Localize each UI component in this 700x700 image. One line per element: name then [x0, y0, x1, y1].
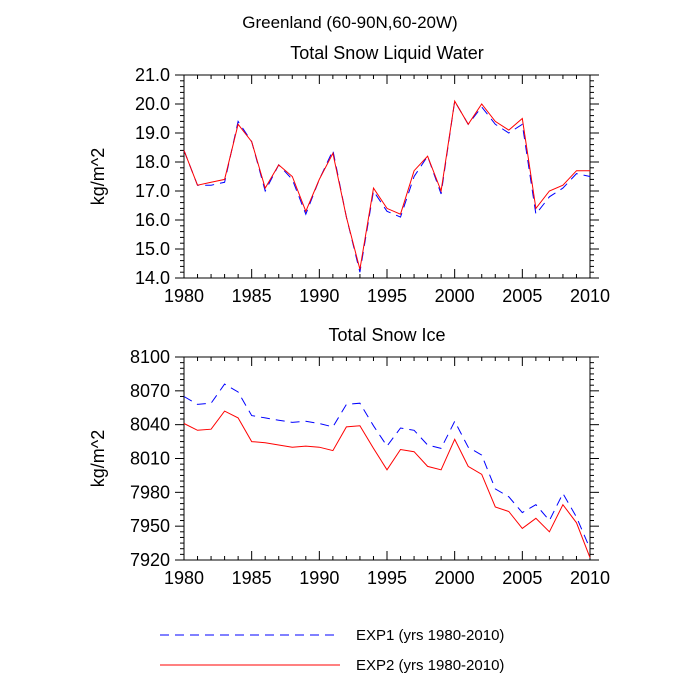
x-tick-label: 1985	[232, 568, 272, 588]
y-tick-label: 8010	[130, 449, 170, 469]
chart-title: Total Snow Liquid Water	[290, 43, 483, 63]
legend-label-exp1: EXP1 (yrs 1980-2010)	[356, 627, 504, 644]
y-tick-label: 8100	[130, 347, 170, 367]
y-tick-label: 8040	[130, 415, 170, 435]
y-tick-label: 17.0	[135, 181, 170, 201]
y-tick-label: 7980	[130, 482, 170, 502]
y-tick-label: 15.0	[135, 239, 170, 259]
plot-frame	[183, 356, 591, 561]
y-tick-label: 18.0	[135, 152, 170, 172]
y-axis-label: kg/m^2	[88, 430, 108, 487]
series-line-exp1	[183, 383, 591, 549]
x-tick-label: 1995	[367, 286, 407, 306]
y-tick-label: 19.0	[135, 123, 170, 143]
y-tick-label: 20.0	[135, 94, 170, 114]
series-line-exp2	[183, 99, 590, 270]
chart-title: Total Snow Ice	[328, 325, 445, 345]
legend: EXP1 (yrs 1980-2010) EXP2 (yrs 1980-2010…	[160, 627, 504, 674]
x-tick-label: 2005	[502, 568, 542, 588]
x-tick-label: 2005	[502, 286, 542, 306]
y-tick-label: 16.0	[135, 210, 170, 230]
x-tick-label: 1980	[164, 286, 204, 306]
series-line-exp1	[183, 99, 591, 273]
x-tick-label: 1995	[367, 568, 407, 588]
y-axis-label: kg/m^2	[88, 148, 108, 205]
x-tick-label: 1990	[299, 286, 339, 306]
panel-total-snow-ice: Total Snow Ice kg/m^2 1980 1985 1990 1995 20…	[88, 325, 610, 588]
y-tick-label: 14.0	[135, 268, 170, 288]
y-tick-label: 21.0	[135, 65, 170, 85]
x-tick-label: 1985	[232, 286, 272, 306]
plot-frame	[183, 74, 591, 279]
x-tick-label: 2010	[570, 568, 610, 588]
x-tick-label: 1980	[164, 568, 204, 588]
x-tick-label: 2010	[570, 286, 610, 306]
x-tick-label: 1990	[299, 568, 339, 588]
series-line-exp2	[183, 410, 591, 558]
x-tick-label: 2000	[435, 568, 475, 588]
y-tick-label: 7950	[130, 516, 170, 536]
figure-title: Greenland (60-90N,60-20W)	[242, 13, 457, 32]
x-tick-label: 2000	[435, 286, 475, 306]
legend-label-exp2: EXP2 (yrs 1980-2010)	[356, 657, 504, 674]
panel-total-snow-liquid-water: Total Snow Liquid Water kg/m^2 1980 1985 1…	[88, 43, 610, 306]
y-tick-label: 8070	[130, 381, 170, 401]
y-tick-label: 7920	[130, 550, 170, 570]
